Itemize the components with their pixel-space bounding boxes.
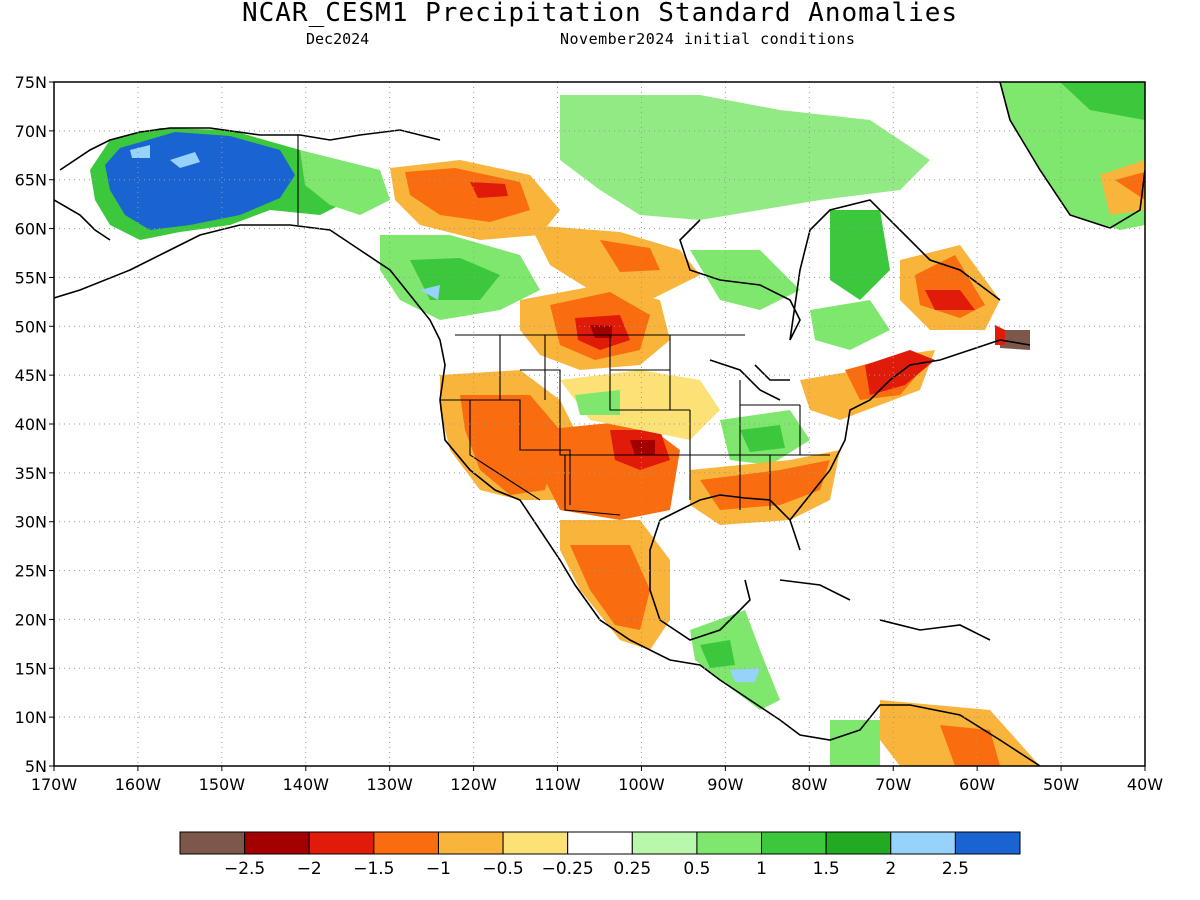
gridlines [54, 82, 1145, 766]
lat-tick-label: 55N [15, 268, 47, 287]
colorbar-label: 0.5 [683, 859, 710, 879]
colorbar: −2.5 −2 −1.5 −1 −0.5 −0.25 0.25 0.5 1 1.5 2 2.5 [179, 831, 1021, 879]
colorbar-swatch [567, 831, 633, 855]
lon-tick-label: 130W [367, 775, 414, 794]
colorbar-swatch [825, 831, 892, 855]
colorbar-swatch [308, 831, 375, 855]
lat-tick-label: 50N [15, 317, 47, 336]
lon-tick-label: 120W [450, 775, 497, 794]
colorbar-swatch [954, 831, 1021, 855]
lat-tick-label: 15N [15, 659, 47, 678]
lat-tick-label: 10N [15, 708, 47, 727]
lat-tick-label: 30N [15, 513, 47, 532]
colorbar-swatch [244, 831, 310, 855]
lat-tick-label: 45N [15, 366, 47, 385]
lon-tick-label: 50W [1043, 775, 1079, 794]
lon-tick-label: 150W [199, 775, 246, 794]
state-borders [297, 135, 830, 516]
colorbar-swatch [890, 831, 956, 855]
lat-tick-label: 5N [25, 757, 47, 776]
colorbar-label: −1 [426, 859, 451, 879]
lon-tick-label: 40W [1127, 775, 1163, 794]
lon-tick-label: 160W [115, 775, 162, 794]
colorbar-swatch [761, 831, 827, 855]
lat-tick-label: 65N [15, 171, 47, 190]
lat-tick-label: 25N [15, 562, 47, 581]
valid-month: Dec2024 [306, 30, 370, 48]
coastlines [54, 82, 1145, 766]
longitude-axis: 170W 160W 150W 140W 130W 120W 110W 100W 90W 80W 70… [31, 766, 1163, 794]
colorbar-label: 1 [756, 859, 767, 879]
colorbar-label: −1.5 [353, 859, 394, 879]
colorbar-label: 0.25 [613, 859, 651, 879]
colorbar-label: 2 [885, 859, 896, 879]
chart-title: NCAR_CESM1 Precipitation Standard Anomal… [241, 0, 959, 28]
colorbar-label: −0.25 [542, 859, 594, 879]
lon-tick-label: 110W [534, 775, 581, 794]
lat-tick-label: 75N [15, 73, 47, 92]
colorbar-label: 2.5 [942, 859, 969, 879]
colorbar-swatch [631, 831, 698, 855]
lon-tick-label: 80W [791, 775, 827, 794]
lon-tick-label: 100W [618, 775, 665, 794]
colorbar-label: −2.5 [224, 859, 265, 879]
lat-tick-label: 20N [15, 610, 47, 629]
colorbar-swatch [373, 831, 439, 855]
colorbar-swatch [437, 831, 504, 855]
colorbar-label: 1.5 [813, 859, 840, 879]
colorbar-swatch [179, 831, 246, 855]
latitude-axis: 5N 10N 15N 20N 25N 30N 35N 40N 45N 50N 55N 60N 65N 70… [15, 73, 54, 776]
lon-tick-label: 140W [283, 775, 330, 794]
lon-tick-label: 170W [31, 775, 78, 794]
colorbar-swatch [502, 831, 569, 855]
lon-tick-label: 60W [959, 775, 995, 794]
lat-tick-label: 40N [15, 415, 47, 434]
colorbar-swatch [696, 831, 763, 855]
alaska-very-wet-region [105, 132, 295, 230]
lon-tick-label: 70W [875, 775, 911, 794]
colorbar-label: −0.5 [482, 859, 523, 879]
colorbar-label: −2 [297, 859, 322, 879]
lat-tick-label: 35N [15, 464, 47, 483]
anomaly-shading [90, 82, 1145, 766]
lon-tick-label: 90W [707, 775, 743, 794]
lat-tick-label: 70N [15, 122, 47, 141]
yukon-wet-region [300, 150, 390, 215]
lat-tick-label: 60N [15, 220, 47, 239]
initial-conditions: November2024 initial conditions [560, 30, 856, 48]
